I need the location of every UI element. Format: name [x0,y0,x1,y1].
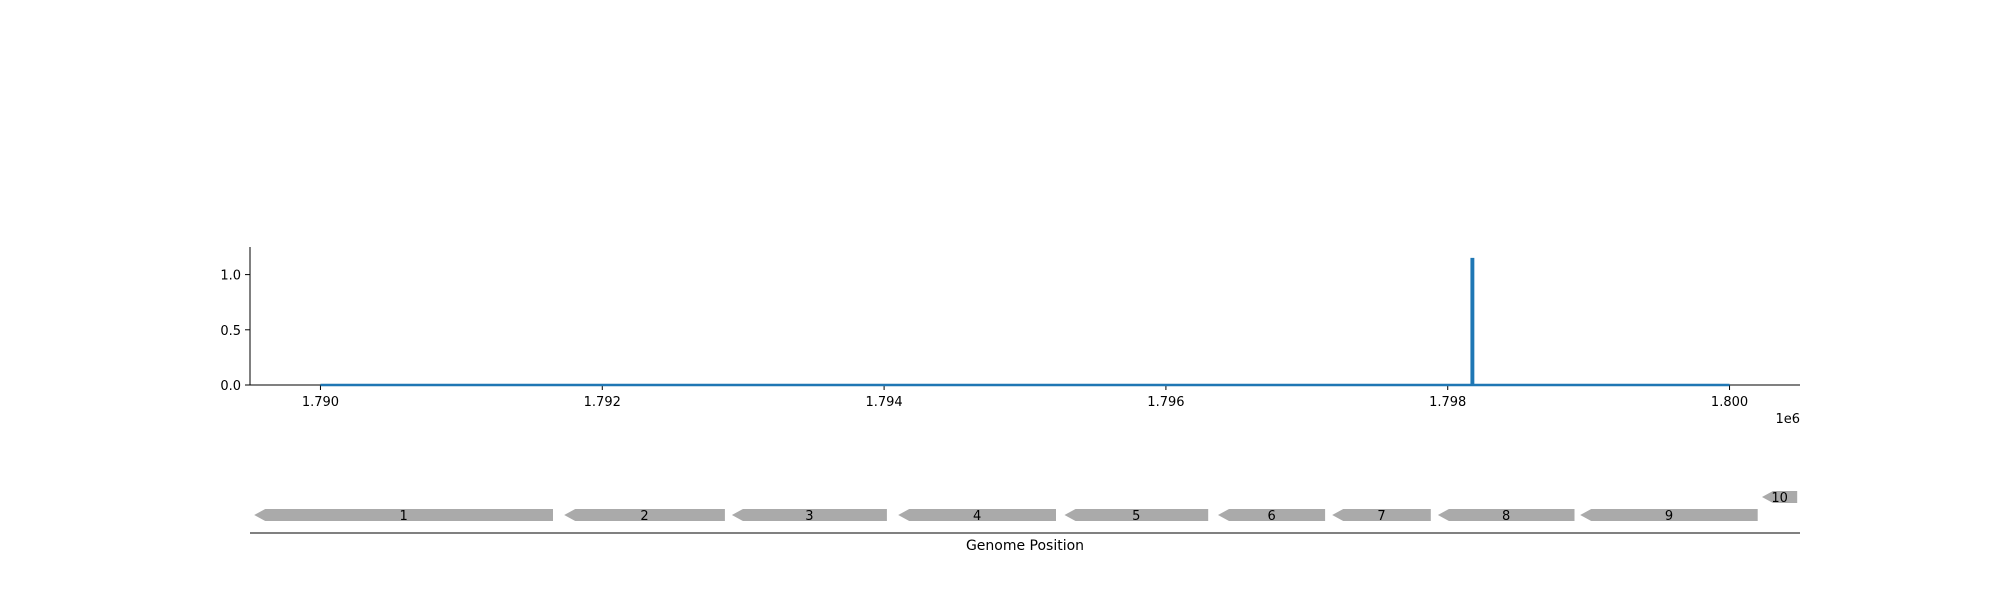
gene-arrow [1064,509,1209,521]
gene-label: 9 [1665,509,1673,524]
coverage-series-line [320,257,1730,387]
y-tick-label: 0.0 [220,379,241,394]
x-tick-label: 1.790 [302,395,339,410]
x-axis-label: Genome Position [966,538,1084,554]
gene-label: 10 [1771,491,1788,506]
gene-arrow [1332,509,1431,521]
gene-label: 5 [1132,509,1140,524]
gene-arrow [564,509,725,521]
gene-label: 3 [805,509,813,524]
gene-label: 1 [399,509,407,524]
gene-label: 8 [1502,509,1510,524]
x-tick-label: 1.792 [584,395,621,410]
gene-label: 7 [1377,509,1385,524]
x-tick-label: 1.794 [865,395,902,410]
gene-arrow [1218,509,1326,521]
y-tick-label: 1.0 [220,269,241,284]
gene-label: 2 [640,509,648,524]
coverage-plot: 0.0 0.5 1.0 1.790 1.792 1.794 1.796 1.798 1.800… [220,247,1800,427]
gene-arrow [1762,491,1798,503]
gene-arrow [731,509,887,521]
gene-arrow [1580,509,1758,521]
gene-arrow [254,509,553,521]
gene-arrow [898,509,1056,521]
y-tick-label: 0.5 [220,324,241,339]
gene-label: 4 [973,509,981,524]
gene-arrows: 1 2 3 4 5 6 7 8 9 10 [254,491,1798,524]
x-tick-label: 1.798 [1429,395,1466,410]
x-tick-label: 1.796 [1147,395,1184,410]
x-tick-label: 1.800 [1711,395,1748,410]
gene-label: 6 [1267,509,1275,524]
y-axis-ticks: 0.0 0.5 1.0 [220,269,250,394]
x-axis-offset-label: 1e6 [1775,412,1800,427]
x-axis-ticks: 1.790 1.792 1.794 1.796 1.798 1.800 [302,385,1748,410]
gene-track: 1 2 3 4 5 6 7 8 9 10 Genome Position [250,491,1800,554]
series-layer [320,257,1730,387]
gene-arrow [1437,509,1575,521]
